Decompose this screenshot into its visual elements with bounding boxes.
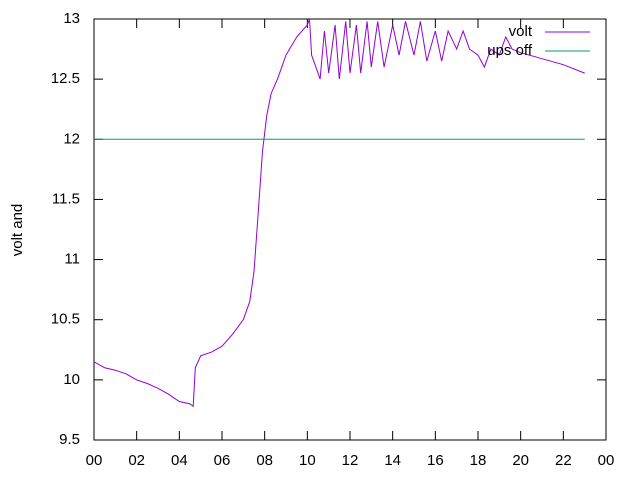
x-tick-label: 04 [171, 452, 188, 469]
x-tick-label: 02 [128, 452, 145, 469]
series-line [93, 18, 585, 408]
x-tick-label: 08 [256, 452, 273, 469]
y-tick-label: 9.5 [59, 431, 80, 448]
y-tick-label: 11.5 [52, 190, 80, 207]
x-tick-label: 14 [384, 452, 401, 469]
y-tick-label: 10 [63, 371, 80, 388]
x-tick-label: 06 [214, 452, 231, 469]
x-tick-label: 10 [299, 452, 316, 469]
y-tick-label: 12.5 [51, 70, 80, 87]
x-tick-label: 18 [470, 452, 487, 469]
x-tick-label: 00 [86, 452, 103, 469]
legend-label: volt [509, 23, 533, 40]
x-tick-label: 12 [342, 452, 359, 469]
x-tick-label: 00 [598, 452, 615, 469]
x-tick-label: 16 [427, 452, 444, 469]
legend-label: ups off [487, 42, 533, 59]
y-tick-label: 10.5 [51, 311, 80, 328]
y-tick-label: 12 [63, 130, 80, 147]
y-axis-label: volt and [9, 204, 26, 257]
x-tick-label: 20 [512, 452, 529, 469]
y-tick-label: 11 [64, 251, 80, 268]
x-tick-label: 22 [555, 452, 572, 469]
plot-border [93, 18, 607, 441]
y-tick-label: 13 [63, 10, 80, 27]
